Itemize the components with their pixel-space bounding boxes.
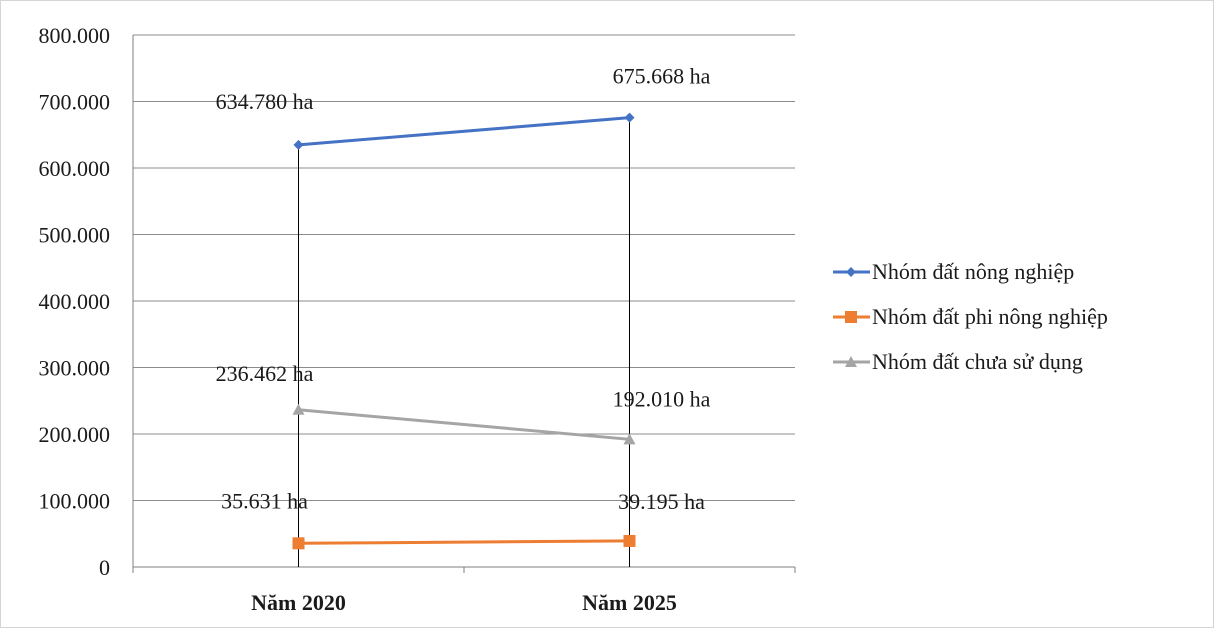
y-tick-label: 500.000 [39,223,111,248]
x-category-label: Năm 2025 [582,590,677,615]
legend-marker [845,356,857,367]
series-line [298,539,630,545]
data-label: 192.010 ha [613,386,711,411]
data-point [623,433,636,445]
y-tick-label: 300.000 [39,356,111,381]
legend-label: Nhóm đất chưa sử dụng [872,349,1083,374]
series-line [298,116,630,147]
series-line [298,408,630,441]
legend-label: Nhóm đất nông nghiệp [872,259,1074,284]
y-tick-label: 200.000 [39,422,111,447]
data-point [623,534,636,547]
legend-label: Nhóm đất phi nông nghiệp [872,304,1108,329]
data-point [292,403,305,415]
y-tick-label: 800.000 [39,23,111,48]
y-tick-label: 600.000 [39,156,111,181]
y-tick-label: 400.000 [39,289,111,314]
data-label: 39.195 ha [618,489,705,514]
data-label: 634.780 ha [216,89,314,114]
data-label: 675.668 ha [613,64,711,89]
legend-marker [846,267,856,277]
data-point [624,112,635,123]
data-label: 35.631 ha [221,488,308,513]
y-tick-label: 700.000 [39,90,111,115]
legend-marker [845,311,857,323]
y-tick-label: 0 [99,555,110,580]
y-tick-label: 100.000 [39,489,111,514]
data-label: 236.462 ha [216,361,314,386]
data-point [292,537,305,550]
data-point [293,139,304,150]
x-category-label: Năm 2020 [251,590,346,615]
